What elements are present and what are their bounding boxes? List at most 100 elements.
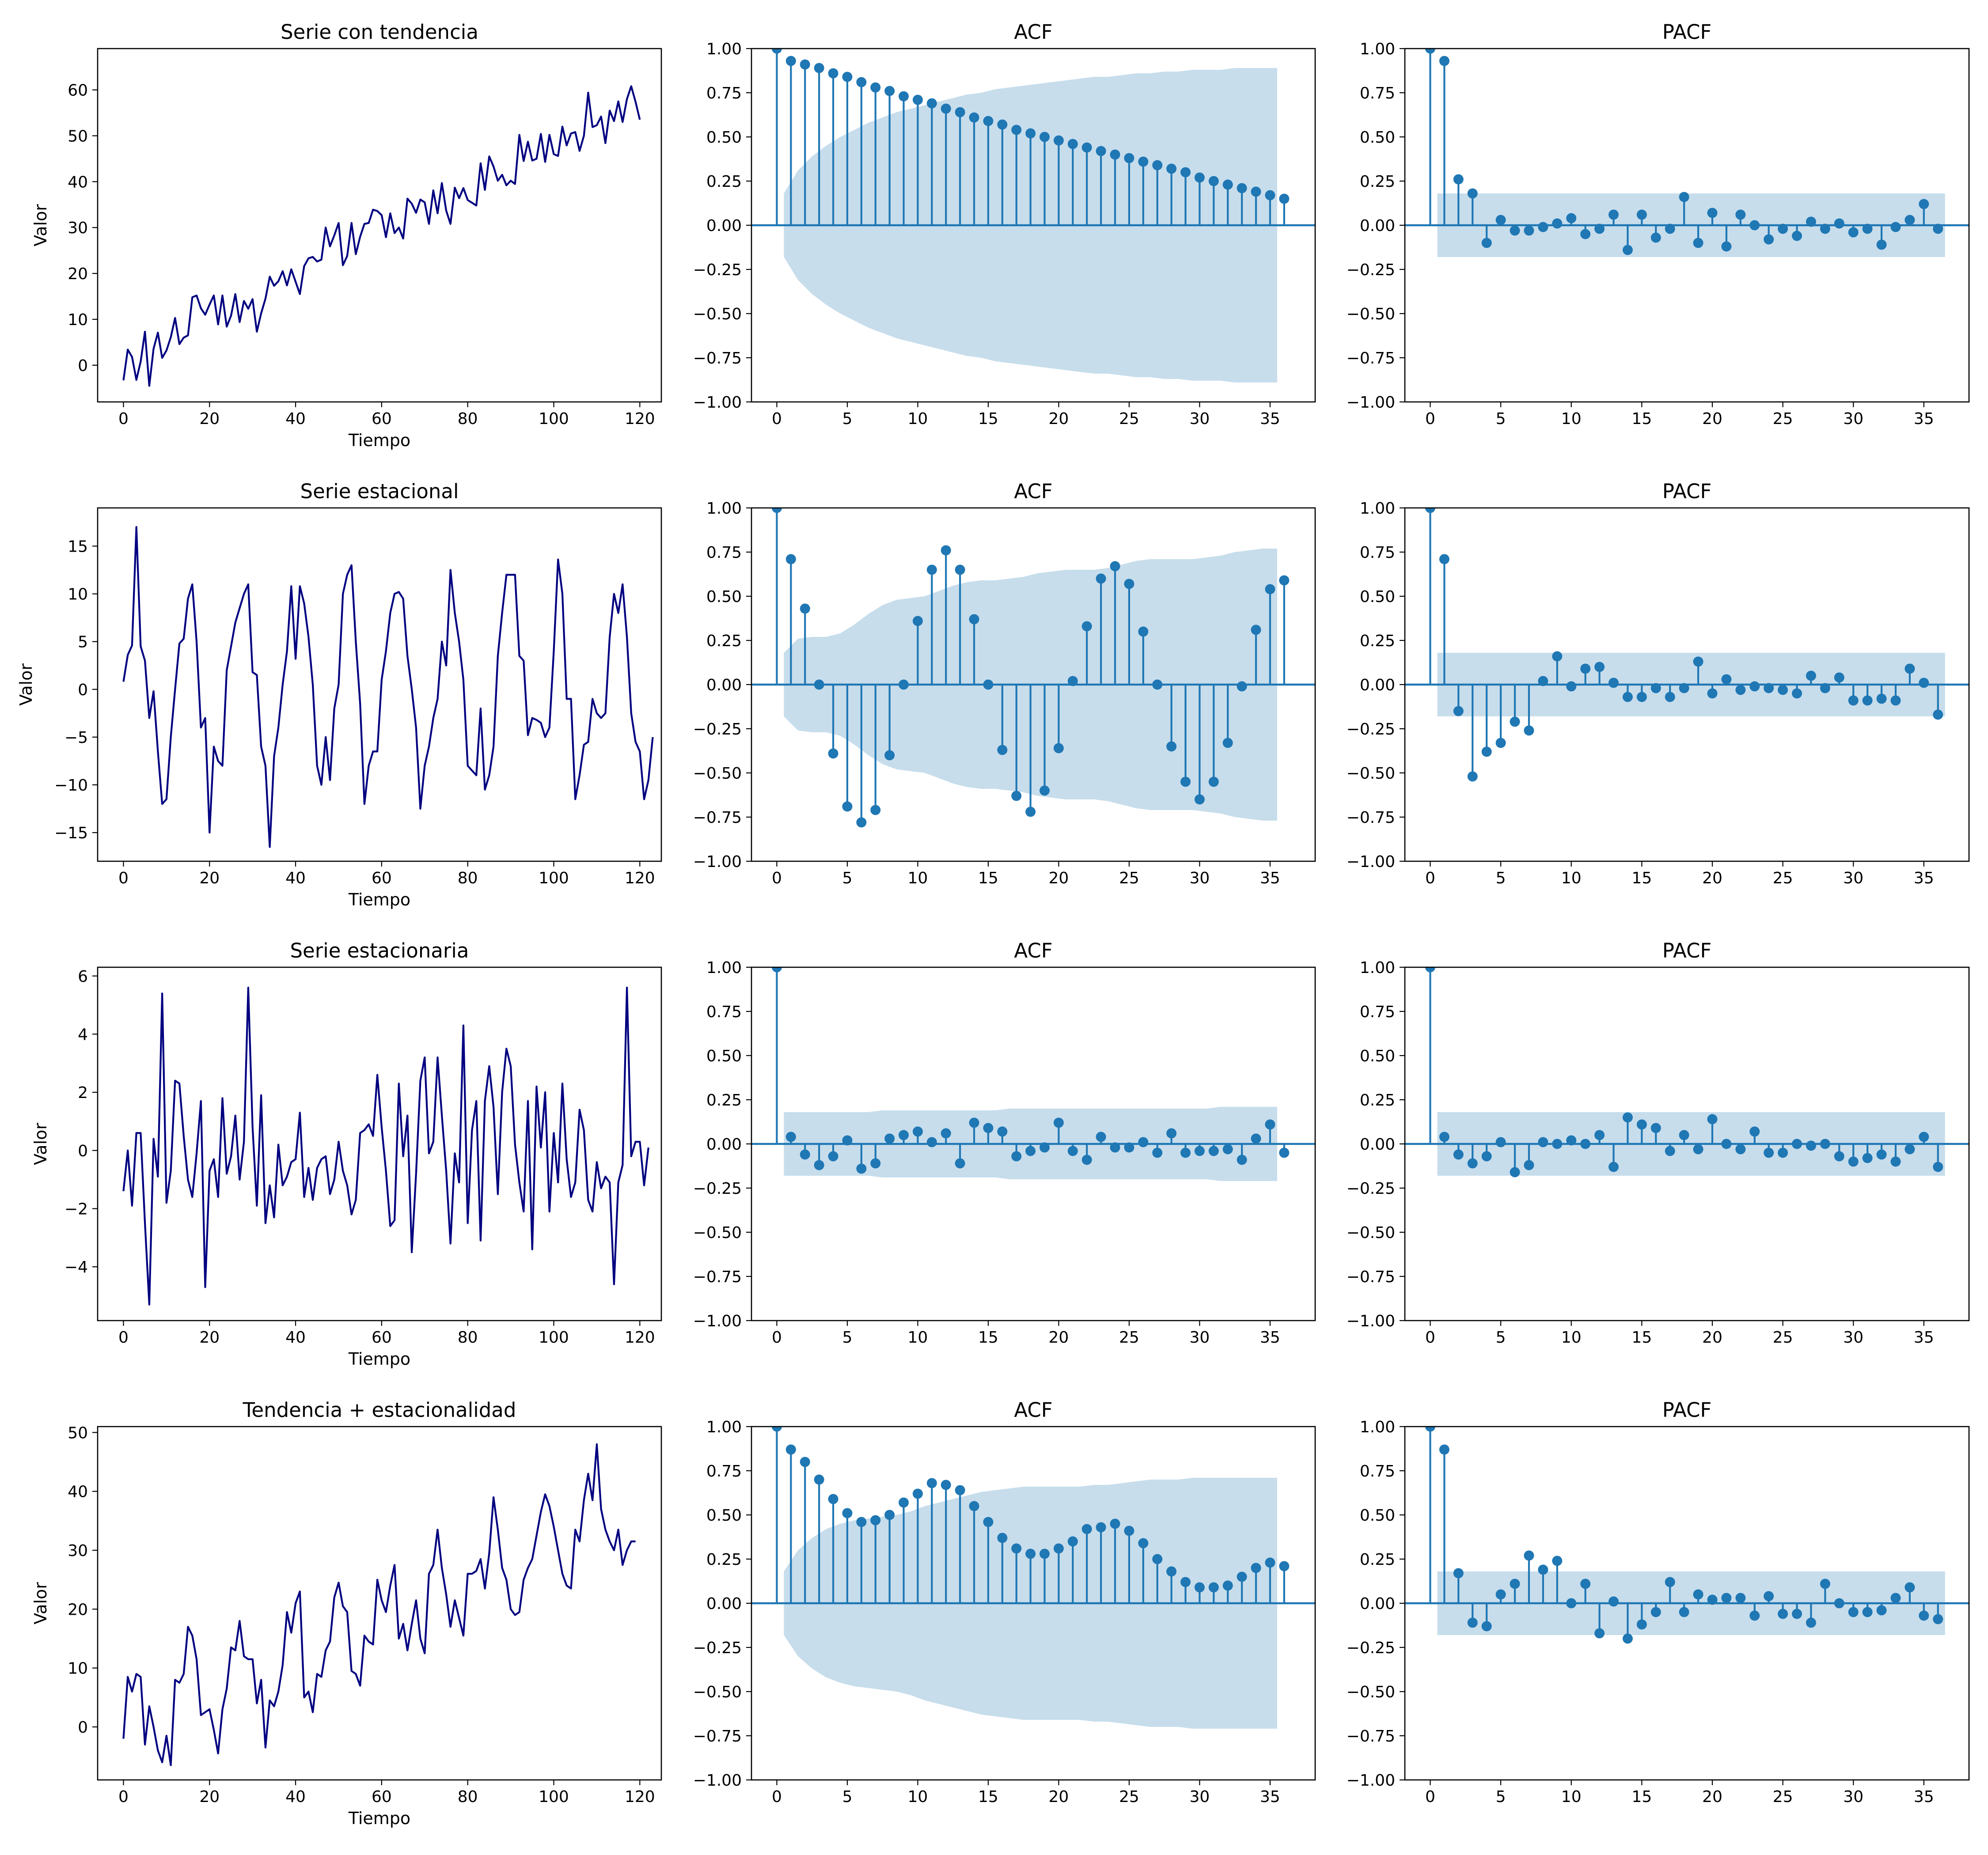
stem-marker: [842, 1508, 853, 1518]
stem-marker: [912, 95, 923, 105]
stem-marker: [1538, 1137, 1548, 1147]
stem-marker: [1524, 225, 1534, 236]
plot-area: [1405, 967, 1969, 1177]
x-tick-label: 5: [1496, 869, 1506, 887]
y-tick-label: −1.00: [1347, 1312, 1395, 1330]
x-axis-label: Tiempo: [348, 1809, 410, 1828]
stem-marker: [1453, 706, 1464, 716]
stem-marker: [899, 679, 909, 690]
stem-marker: [1538, 1564, 1548, 1575]
subplot-title: ACF: [1014, 480, 1052, 503]
y-tick-label: −1.00: [1347, 394, 1395, 412]
stem-marker: [1778, 685, 1788, 695]
stem-marker: [1453, 1149, 1464, 1160]
stem-marker: [1778, 1147, 1788, 1158]
subplot-acf1: 0 5 10 15 20 25 30 35 −1.00 −0.75 −0.50 −0.25 0.00 0.…: [693, 20, 1316, 428]
y-tick-label: 50: [68, 127, 88, 145]
stem-marker: [955, 1158, 965, 1169]
stem-marker: [1053, 743, 1064, 753]
stem-marker: [884, 86, 895, 96]
stem-marker: [1495, 738, 1506, 748]
x-tick-label: 0: [772, 1788, 782, 1806]
stem-marker: [1096, 1522, 1106, 1533]
stem-marker: [1510, 716, 1520, 727]
x-tick-label: 20: [1049, 869, 1069, 887]
stem-marker: [1208, 176, 1219, 186]
x-tick-label: 0: [118, 869, 129, 887]
y-tick-label: −4: [64, 1258, 88, 1276]
stem-marker: [1110, 1518, 1120, 1529]
axes-frame: [97, 48, 662, 403]
stem-marker: [1025, 128, 1036, 139]
stem-marker: [884, 1510, 895, 1520]
stem-marker: [1919, 1610, 1929, 1621]
stem-marker: [1778, 223, 1788, 234]
subplot-pacf3: 0 5 10 15 20 25 30 35 −1.00 −0.75 −0.50 −0.25 0.00 0.…: [1347, 939, 1970, 1347]
stem-marker: [1040, 132, 1050, 142]
subplot-title: PACF: [1662, 480, 1712, 503]
y-axis-label: Valor: [16, 663, 36, 706]
x-tick-label: 20: [1702, 869, 1722, 887]
y-tick-label: −0.25: [693, 261, 742, 279]
x-tick-label: 30: [1190, 1788, 1210, 1806]
y-tick-label: 0.50: [706, 1047, 742, 1065]
stem-marker: [1890, 1593, 1901, 1603]
stem-marker: [1208, 776, 1219, 787]
stem-marker: [800, 1457, 810, 1467]
stem-marker: [1194, 1146, 1205, 1156]
stem-marker: [1110, 561, 1120, 572]
stem-marker: [1608, 678, 1619, 688]
stem-marker: [1040, 1548, 1050, 1559]
y-tick-label: −0.75: [693, 349, 742, 367]
stem-marker: [884, 750, 895, 761]
stem-marker: [1222, 738, 1233, 748]
x-axis-label: Tiempo: [348, 890, 410, 909]
subplot-title: ACF: [1014, 939, 1052, 962]
stem-marker: [1679, 1130, 1689, 1140]
y-axis-label: Valor: [31, 204, 50, 246]
stem-marker: [771, 508, 782, 513]
plot-area: [122, 987, 649, 1306]
stem-marker: [1524, 1550, 1534, 1561]
stem-marker: [1764, 683, 1774, 693]
stem-marker: [1749, 1610, 1760, 1621]
stem-marker: [1194, 794, 1205, 805]
stem-marker: [1467, 188, 1478, 199]
stem-marker: [1876, 1149, 1887, 1160]
stem-marker: [1495, 1137, 1506, 1147]
x-tick-label: 0: [118, 1788, 129, 1806]
x-tick-label: 10: [908, 410, 928, 428]
stem-marker: [1707, 208, 1718, 218]
y-tick-label: 0.00: [706, 1595, 742, 1613]
y-tick-label: 0.25: [706, 1551, 742, 1569]
stem-marker: [1081, 1524, 1092, 1534]
stem-marker: [1608, 1596, 1619, 1607]
stem-marker: [1166, 1128, 1177, 1139]
stem-marker: [1566, 681, 1577, 692]
stem-marker: [1138, 156, 1149, 167]
y-tick-label: −0.75: [693, 1727, 742, 1745]
stem-marker: [1467, 771, 1478, 782]
x-tick-label: 120: [625, 1329, 655, 1347]
stem-marker: [1848, 227, 1859, 238]
stem-marker: [1665, 1577, 1675, 1587]
stem-marker: [1890, 695, 1901, 706]
stem-marker: [1919, 678, 1929, 688]
stem-marker: [1067, 676, 1078, 686]
stem-marker: [1650, 1607, 1661, 1617]
y-tick-label: −10: [54, 776, 88, 795]
stem-marker: [1876, 239, 1887, 250]
y-tick-label: −1.00: [1347, 1772, 1395, 1790]
y-tick-label: 40: [68, 173, 88, 191]
y-tick-label: 40: [68, 1483, 88, 1501]
subplot-ts2: 0 20 40 60 80 100 120 −15 −10 −5 0 5 10 15 Serie estac…: [16, 480, 662, 909]
stem-marker: [1693, 1144, 1703, 1155]
y-tick-label: 50: [68, 1424, 88, 1442]
stem-marker: [1025, 1146, 1036, 1156]
stem-marker: [1764, 1591, 1774, 1601]
x-tick-label: 0: [1425, 869, 1435, 887]
stem-marker: [1862, 1153, 1873, 1163]
y-axis-label: Valor: [31, 1123, 50, 1165]
stem-marker: [1251, 186, 1261, 197]
stem-marker: [1524, 1160, 1534, 1170]
